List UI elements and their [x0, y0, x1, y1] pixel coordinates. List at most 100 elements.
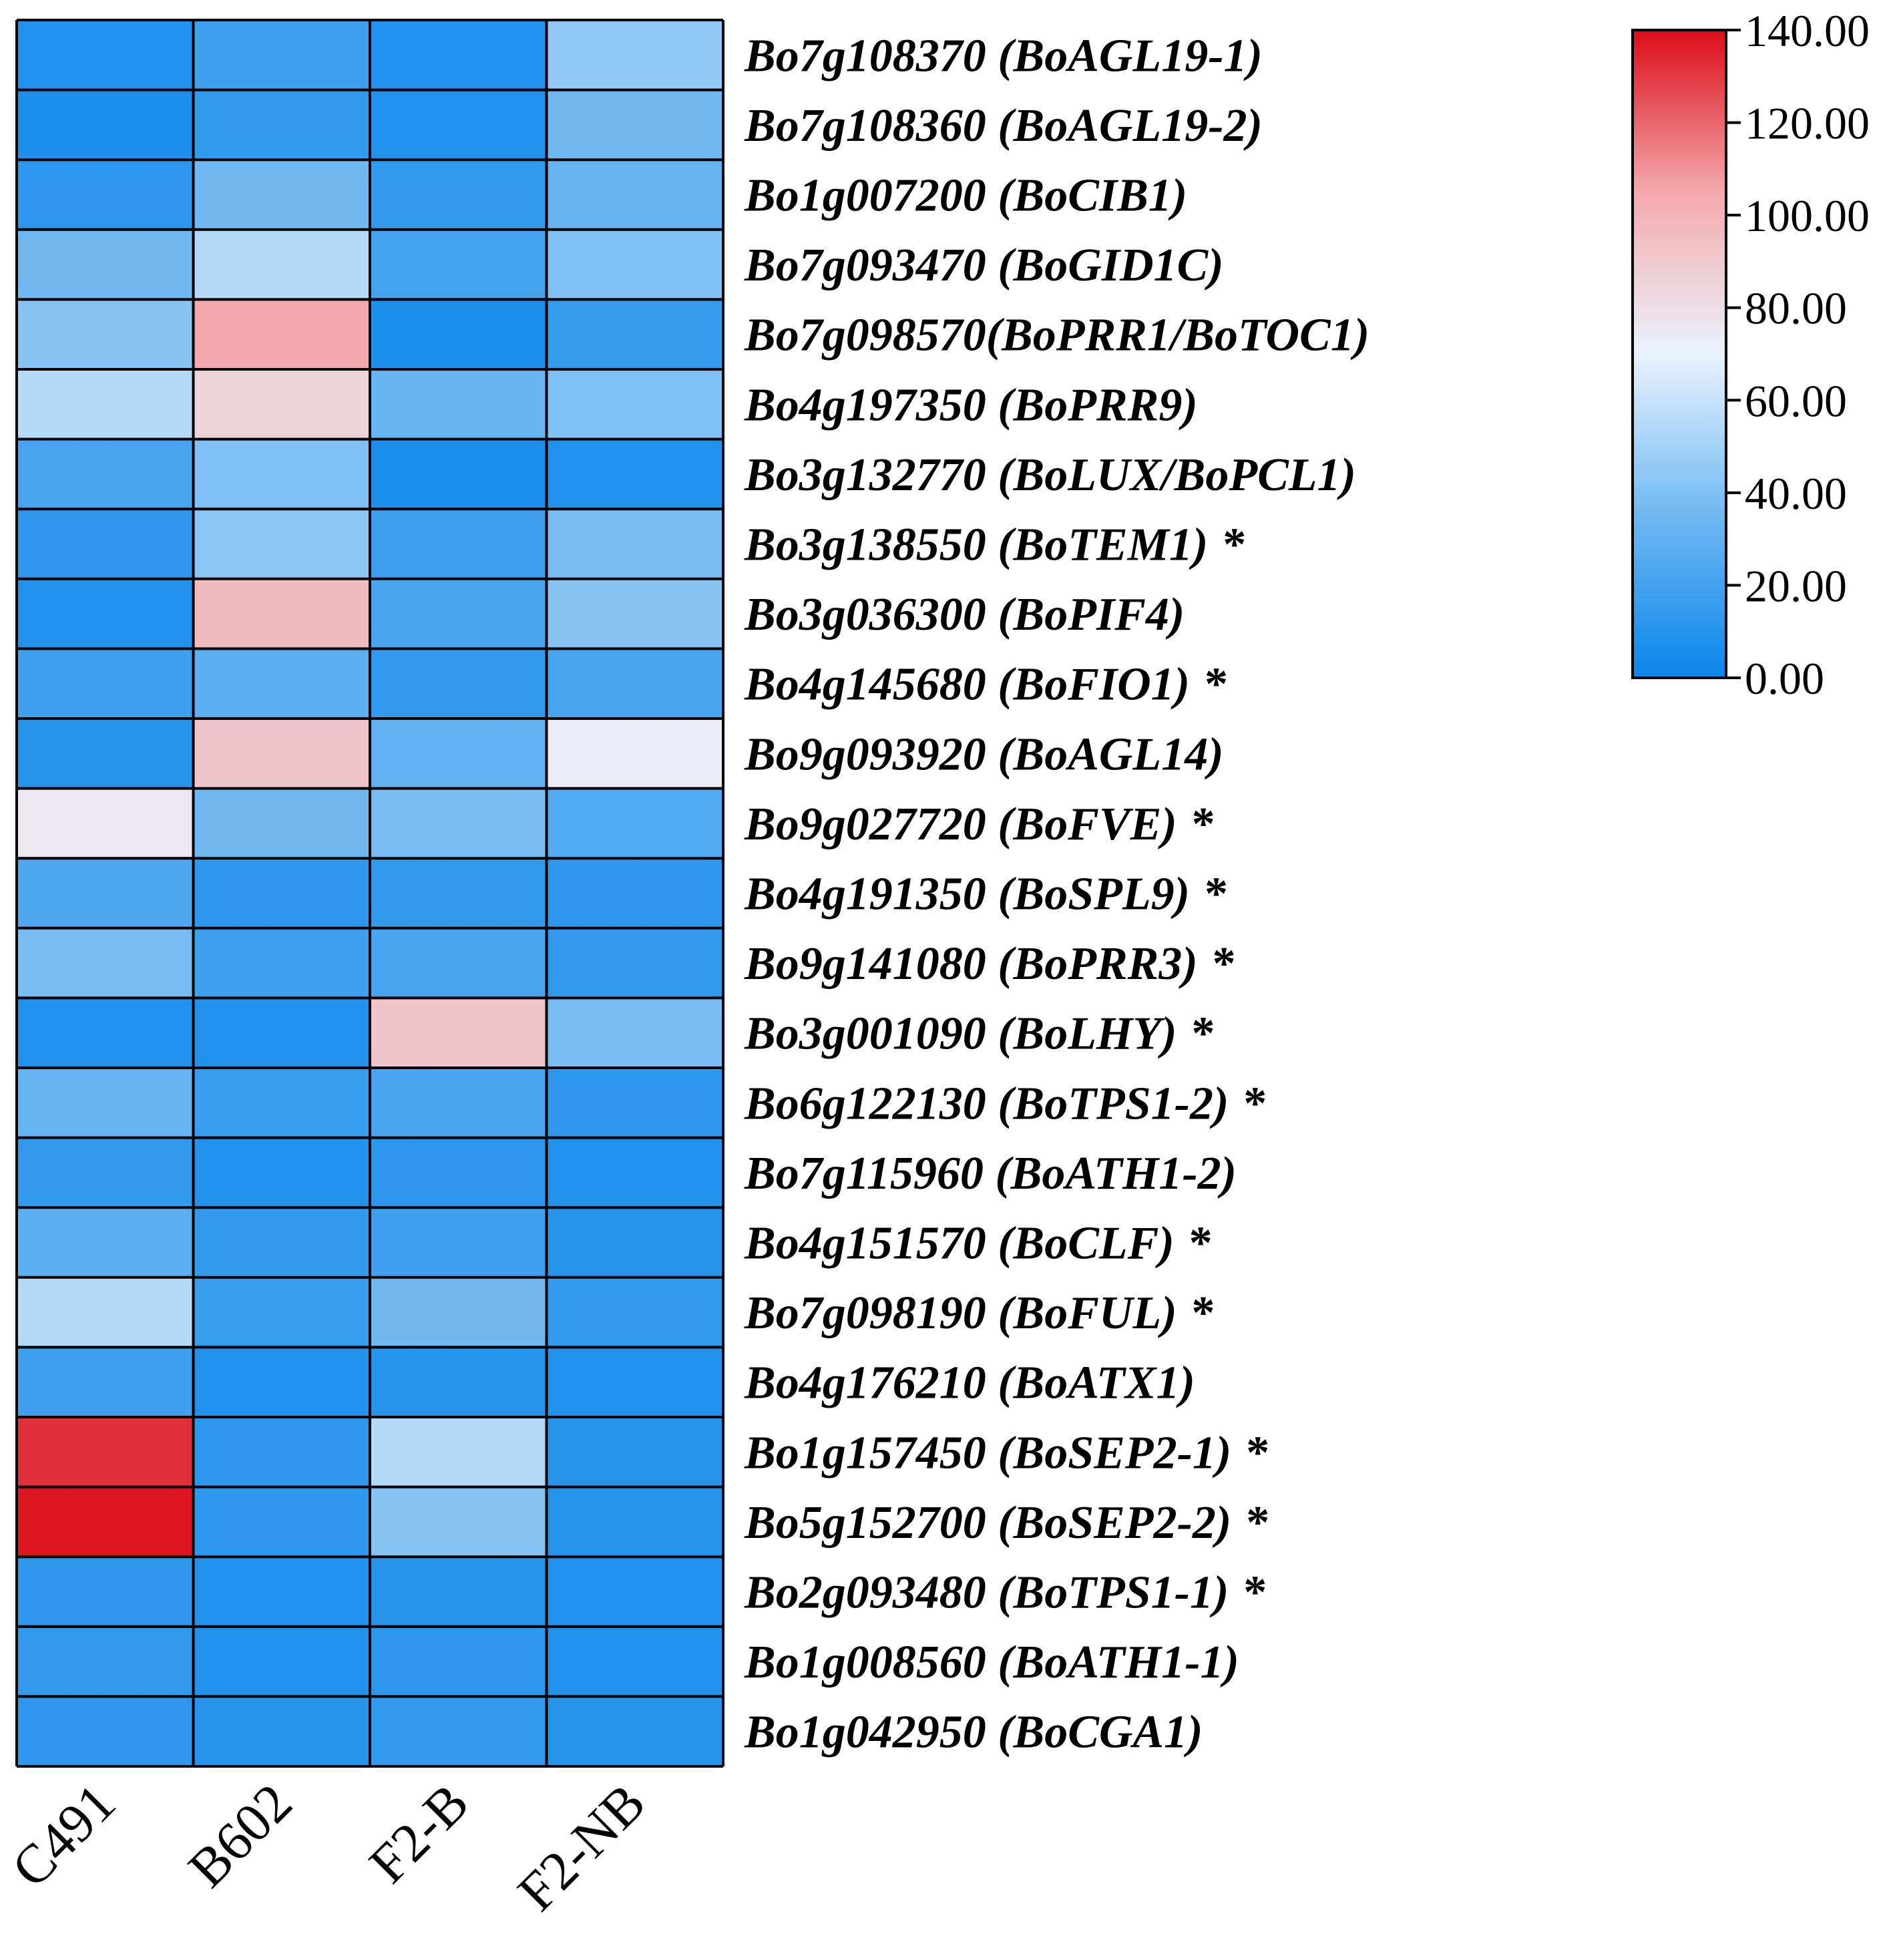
significance-star: * — [1189, 1218, 1213, 1269]
heatmap-grid — [15, 19, 724, 1768]
heatmap-cell — [370, 928, 547, 998]
heatmap-cell — [370, 1137, 547, 1208]
heatmap-cell — [546, 20, 724, 91]
gene-name: Bo9g141080 (BoPRR3) — [744, 938, 1198, 990]
heatmap-cell — [17, 1347, 194, 1418]
gene-label: Bo4g197350 (BoPRR9) — [744, 379, 1198, 431]
gene-label: Bo9g027720 (BoFVE) * — [744, 799, 1215, 850]
gene-name: Bo9g093920 (BoAGL14) — [744, 729, 1224, 780]
heatmap-cell — [193, 229, 371, 300]
gene-name: Bo2g093480 (BoTPS1-1) — [744, 1567, 1229, 1619]
heatmap-cell — [546, 928, 724, 998]
gene-label: Bo4g191350 (BoSPL9) * — [744, 869, 1228, 920]
heatmap-cell — [193, 1696, 371, 1767]
heatmap-cell — [370, 1347, 547, 1418]
gene-name: Bo5g152700 (BoSEP2-2) — [744, 1497, 1231, 1549]
heatmap-cell — [370, 788, 547, 859]
significance-star: * — [1246, 1497, 1269, 1549]
gene-name: Bo3g036300 (BoPIF4) — [744, 589, 1185, 640]
heatmap-cell — [370, 89, 547, 160]
gene-label: Bo7g093470 (BoGID1C) — [744, 240, 1224, 291]
gene-label: Bo7g108360 (BoAGL19-2) — [744, 100, 1263, 152]
heatmap-cell — [546, 299, 724, 370]
gene-name: Bo1g157450 (BoSEP2-1) — [744, 1427, 1231, 1479]
heatmap-cell — [370, 20, 547, 91]
significance-star: * — [1192, 799, 1215, 850]
heatmap-cell — [193, 1068, 371, 1139]
significance-star: * — [1213, 938, 1236, 990]
gene-name: Bo7g115960 (BoATH1-2) — [744, 1148, 1237, 1199]
column-label: B602 — [176, 1772, 303, 1899]
gene-name: Bo9g027720 (BoFVE) — [744, 799, 1177, 850]
heatmap-cell — [193, 160, 371, 230]
significance-star: * — [1243, 1078, 1267, 1129]
heatmap-cell — [546, 509, 724, 580]
heatmap-cell — [17, 509, 194, 580]
gene-name: Bo7g093470 (BoGID1C) — [744, 240, 1224, 291]
column-label: F2-NB — [506, 1772, 656, 1922]
gene-label: Bo9g141080 (BoPRR3) * — [744, 938, 1236, 990]
heatmap-cell — [193, 20, 371, 91]
gene-name: Bo4g151570 (BoCLF) — [744, 1218, 1175, 1269]
heatmap-cell — [546, 578, 724, 649]
heatmap-cell — [17, 1626, 194, 1697]
heatmap-cell — [370, 1207, 547, 1278]
significance-star: * — [1205, 869, 1228, 920]
gene-label: Bo2g093480 (BoTPS1-1) * — [744, 1567, 1267, 1619]
heatmap-cell — [193, 439, 371, 510]
heatmap-cell — [546, 858, 724, 929]
gene-name: Bo7g108360 (BoAGL19-2) — [744, 100, 1263, 152]
gene-label: Bo3g036300 (BoPIF4) — [744, 589, 1185, 640]
heatmap-cell — [17, 858, 194, 929]
gene-name: Bo1g007200 (BoCIB1) — [744, 170, 1187, 222]
heatmap-cell — [546, 1137, 724, 1208]
heatmap-cell — [17, 1417, 194, 1488]
significance-star: * — [1246, 1427, 1269, 1479]
heatmap-cell — [17, 998, 194, 1068]
heatmap-cell — [370, 648, 547, 719]
heatmap-cell — [546, 1626, 724, 1697]
heatmap-cell — [17, 788, 194, 859]
gene-name: Bo4g176210 (BoATX1) — [744, 1358, 1195, 1409]
column-label: F2-B — [357, 1772, 480, 1895]
heatmap-cell — [546, 1417, 724, 1488]
heatmap-cell — [546, 1207, 724, 1278]
heatmap-cell — [546, 160, 724, 230]
heatmap-cell — [546, 648, 724, 719]
heatmap-cell — [546, 788, 724, 859]
heatmap-cell — [370, 998, 547, 1068]
gene-label: Bo1g157450 (BoSEP2-1) * — [744, 1427, 1269, 1479]
heatmap-cell — [17, 1487, 194, 1557]
colorbar-tick-label: 140.00 — [1745, 5, 1870, 56]
heatmap-cells — [17, 20, 724, 1767]
heatmap-cell — [17, 229, 194, 300]
colorbar-tick-label: 20.00 — [1745, 560, 1847, 611]
heatmap-cell — [546, 998, 724, 1068]
heatmap-cell — [193, 648, 371, 719]
heatmap-cell — [546, 1487, 724, 1557]
heatmap-cell — [370, 1626, 547, 1697]
heatmap-cell — [193, 858, 371, 929]
heatmap-cell — [546, 89, 724, 160]
heatmap-cell — [193, 299, 371, 370]
gene-label: Bo7g115960 (BoATH1-2) — [744, 1148, 1237, 1199]
heatmap-cell — [17, 20, 194, 91]
heatmap-cell — [17, 1277, 194, 1348]
gene-label: Bo1g042950 (BoCGA1) — [744, 1707, 1203, 1758]
heatmap-cell — [17, 89, 194, 160]
heatmap-cell — [17, 439, 194, 510]
heatmap-cell — [193, 1137, 371, 1208]
heatmap-cell — [546, 719, 724, 789]
gene-name: Bo3g138550 (BoTEM1) — [744, 520, 1208, 571]
gene-label: Bo4g145680 (BoFIO1) * — [744, 659, 1228, 711]
gene-name: Bo6g122130 (BoTPS1-2) — [744, 1078, 1229, 1129]
heatmap-cell — [193, 1417, 371, 1488]
significance-star: * — [1223, 520, 1246, 571]
heatmap-cell — [370, 1557, 547, 1627]
heatmap-cell — [193, 788, 371, 859]
colorbar-tick-label: 60.00 — [1745, 375, 1847, 426]
heatmap-cell — [370, 160, 547, 230]
heatmap-cell — [193, 998, 371, 1068]
gene-label: Bo5g152700 (BoSEP2-2) * — [744, 1497, 1269, 1549]
